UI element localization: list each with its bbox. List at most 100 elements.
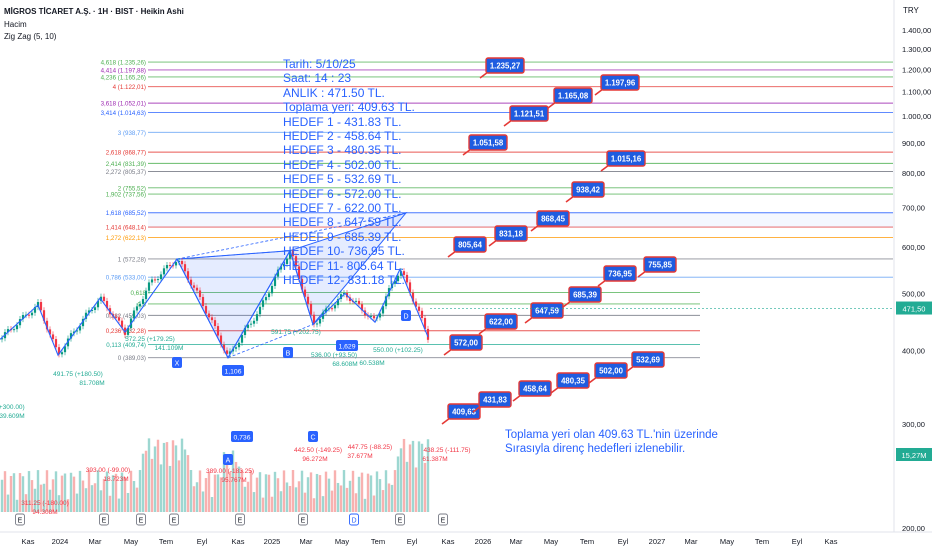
target-callout xyxy=(600,74,640,91)
candle-body xyxy=(57,347,61,355)
candle-body xyxy=(279,266,283,270)
volume-bar xyxy=(354,493,358,512)
volume-badge-label: 15,27M xyxy=(901,451,926,460)
candle-body xyxy=(321,312,325,319)
pattern-point-label: D xyxy=(403,314,408,321)
time-tick-label: Mar xyxy=(89,537,102,546)
volume-indicator-label[interactable]: Hacim xyxy=(4,20,27,29)
note-line: HEDEF 12- 831.18 TL. xyxy=(283,273,405,288)
volume-bar xyxy=(393,470,397,512)
volume-bar xyxy=(165,442,169,512)
volume-bar xyxy=(279,491,283,512)
volume-bar xyxy=(288,485,292,512)
zigzag-indicator-label[interactable]: Zig Zag (5, 10) xyxy=(4,32,57,41)
candle-body xyxy=(408,282,412,293)
volume-bar xyxy=(138,470,142,512)
target-label: 1.197,96 xyxy=(605,79,636,88)
time-tick-label: Mar xyxy=(510,537,523,546)
event-marker xyxy=(15,513,25,526)
event-marker-label: E xyxy=(172,518,177,525)
zigzag-price-label: 61.387M xyxy=(422,456,447,463)
candle-body xyxy=(156,279,160,281)
currency-label: TRY xyxy=(903,6,920,15)
price-tick-label: 1.000,00 xyxy=(902,112,931,121)
candle-body xyxy=(15,325,19,330)
zigzag-price-label: 95.767M xyxy=(221,477,246,484)
volume-bar xyxy=(276,478,280,512)
zigzag-price-label: 5 (+300.00) xyxy=(0,404,25,411)
candle-body xyxy=(240,334,244,343)
candle-body xyxy=(348,297,352,301)
volume-bar xyxy=(210,497,214,512)
note-line: HEDEF 8 - 647.59 TL. xyxy=(283,215,402,230)
fib-level-label: 2,272 (805,37) xyxy=(106,169,146,176)
volume-bar xyxy=(189,470,193,512)
volume-bar xyxy=(417,441,421,512)
target-callout xyxy=(571,181,605,198)
time-tick-label: Eyl xyxy=(618,537,629,546)
target-label: 1.121,51 xyxy=(514,110,545,119)
candle-body xyxy=(54,339,58,348)
volume-bar xyxy=(126,492,130,512)
volume-bar xyxy=(75,493,79,512)
candle-body xyxy=(51,334,55,340)
note-line: HEDEF 10- 736.95 TL. xyxy=(283,244,405,259)
candle-body xyxy=(426,328,430,340)
candle-body xyxy=(162,268,166,275)
volume-bar xyxy=(294,487,298,512)
target-label: 502,00 xyxy=(599,367,624,376)
zigzag-price-label: 591.75 (+202.75) xyxy=(271,329,321,336)
candle-body xyxy=(300,278,304,290)
price-tick-label: 800,00 xyxy=(902,169,925,178)
target-callout xyxy=(556,372,590,389)
pattern-point-marker xyxy=(223,454,233,465)
candle-body xyxy=(90,310,94,312)
fib-level-label: 1 (572,28) xyxy=(118,256,146,263)
volume-bar xyxy=(3,471,7,512)
volume-bar xyxy=(285,482,289,512)
price-tick-label: 600,00 xyxy=(902,243,925,252)
zigzag-price-label: 572.25 (+179.25) xyxy=(125,336,175,343)
target-label: 458,64 xyxy=(523,385,548,394)
candle-body xyxy=(144,290,148,300)
candle-body xyxy=(27,314,31,316)
volume-bar xyxy=(0,479,4,512)
zigzag-price-label: 393.00 (-99.00) xyxy=(86,467,130,474)
candle-body xyxy=(333,305,337,309)
note-line: HEDEF 11- 805.64 TL. xyxy=(283,258,404,273)
volume-bar xyxy=(258,472,262,512)
pattern-ratio-label: 1,629 xyxy=(338,344,355,351)
price-tick-label: 1.400,00 xyxy=(902,26,931,35)
time-tick-label: Tem xyxy=(159,537,173,546)
volume-bar xyxy=(27,471,31,512)
candle-body xyxy=(105,300,109,309)
fib-level-label: 0 (389,03) xyxy=(118,355,146,362)
candle-body xyxy=(294,256,298,267)
volume-bar xyxy=(303,492,307,512)
candle-body xyxy=(306,296,310,304)
volume-bar xyxy=(96,470,100,512)
target-callout xyxy=(449,334,483,351)
target-label: 409,63 xyxy=(452,408,477,417)
volume-bar xyxy=(135,487,139,512)
zigzag-price-label: 550.00 (+102.25) xyxy=(373,347,423,354)
candle-body xyxy=(87,310,91,313)
volume-bar xyxy=(99,490,103,512)
pattern-point-label: X xyxy=(175,361,180,368)
time-tick-label: Kas xyxy=(22,537,35,546)
event-marker xyxy=(169,513,179,526)
volume-bar xyxy=(342,470,346,512)
zigzag-price-label: 68.608M xyxy=(332,361,357,368)
zigzag-price-label: 311.25 (-180.00) xyxy=(21,500,69,507)
price-tick-label: 1.300,00 xyxy=(902,45,931,54)
target-label: 1.235,27 xyxy=(490,62,520,71)
volume-bar xyxy=(15,499,19,512)
candle-body xyxy=(138,303,142,307)
volume-bar xyxy=(30,480,34,512)
candle-body xyxy=(195,287,199,291)
volume-bar xyxy=(198,470,202,512)
volume-bar xyxy=(249,470,253,512)
volume-bar xyxy=(102,478,106,512)
time-tick-label: May xyxy=(335,537,349,546)
